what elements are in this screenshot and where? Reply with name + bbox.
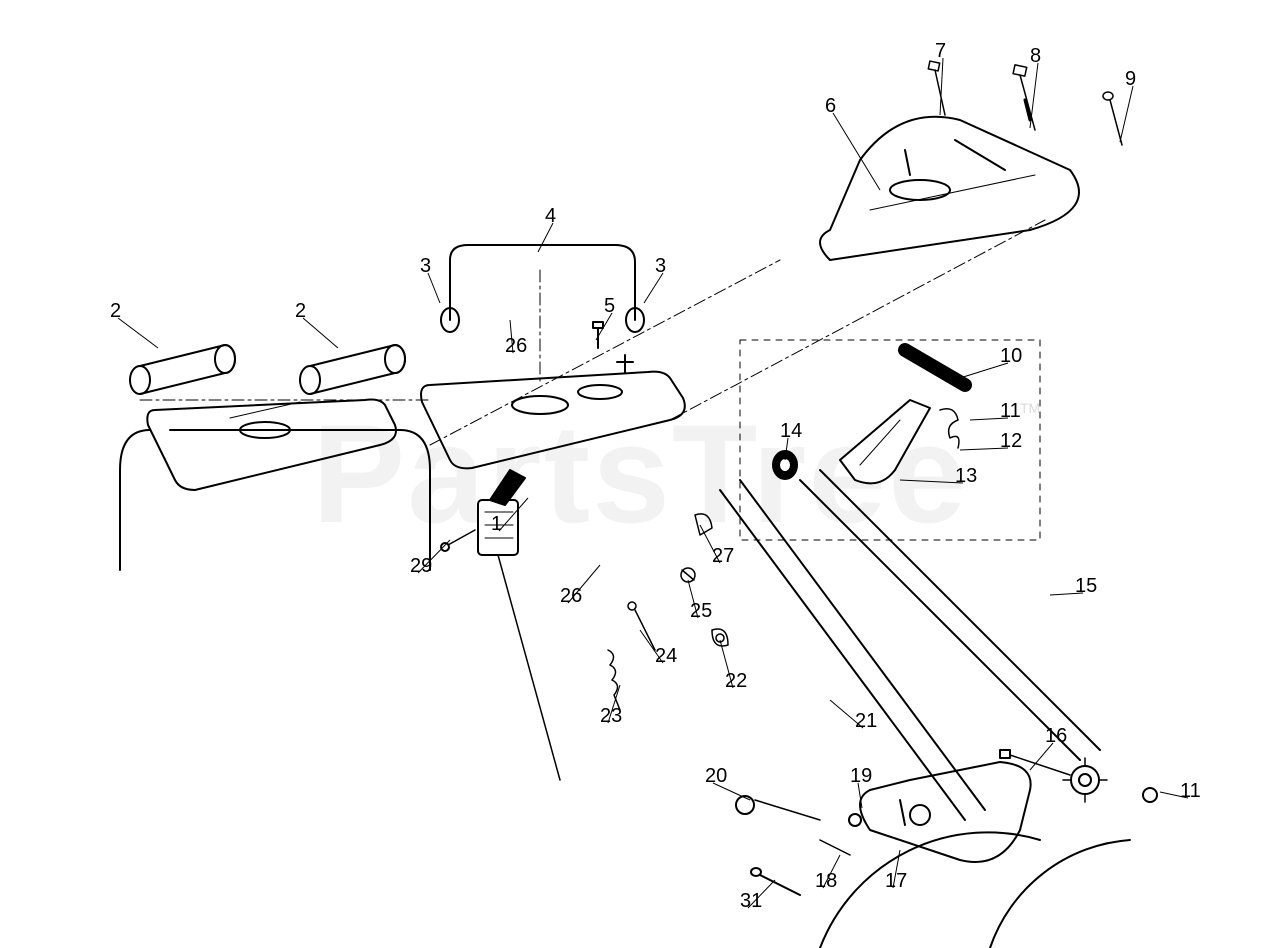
part-upper-right-panel xyxy=(820,117,1079,260)
callout-label: 27 xyxy=(712,545,734,568)
callout-label: 26 xyxy=(505,335,527,358)
callout-label: 23 xyxy=(600,705,622,728)
callout-label: 4 xyxy=(545,205,556,228)
part-grip-right xyxy=(300,345,405,394)
part-lower-handles xyxy=(720,470,1100,820)
parts-diagram-svg xyxy=(0,0,1280,948)
callout-label: 10 xyxy=(1000,345,1022,368)
callout-label: 3 xyxy=(420,255,431,278)
callout-label: 11 xyxy=(1000,400,1021,423)
callout-label: 16 xyxy=(1045,725,1067,748)
callout-label: 31 xyxy=(740,890,762,913)
callout-label: 24 xyxy=(655,645,677,668)
part-bail xyxy=(441,245,644,332)
part-wheels xyxy=(820,832,1130,948)
callout-label: 11 xyxy=(1180,780,1201,803)
callout-label: 12 xyxy=(1000,430,1022,453)
part-bolts-top xyxy=(928,61,1122,145)
callout-label: 5 xyxy=(604,295,615,318)
callout-label: 3 xyxy=(655,255,666,278)
callout-label: 18 xyxy=(815,870,837,893)
callout-label: 15 xyxy=(1075,575,1097,598)
callout-label: 19 xyxy=(850,765,872,788)
callout-label: 14 xyxy=(780,420,802,443)
diagram-stage: PartsTree TM xyxy=(0,0,1280,948)
callout-label: 22 xyxy=(725,670,747,693)
callout-label: 6 xyxy=(825,95,836,118)
callout-label: 17 xyxy=(885,870,907,893)
callout-label: 1 xyxy=(491,513,502,536)
callout-label: 13 xyxy=(955,465,977,488)
callout-label: 2 xyxy=(295,300,306,323)
callout-label: 2 xyxy=(110,300,121,323)
part-grip-left xyxy=(130,345,235,394)
callout-label: 26 xyxy=(560,585,582,608)
callout-label: 7 xyxy=(935,40,946,63)
callout-label: 20 xyxy=(705,765,727,788)
part-center-panel xyxy=(421,322,685,468)
callout-label: 25 xyxy=(690,600,712,623)
part-left-handlebar xyxy=(120,400,430,570)
callout-label: 21 xyxy=(855,710,877,733)
callout-label: 8 xyxy=(1030,45,1041,68)
part-lower-bracket xyxy=(736,750,1157,895)
callout-label: 9 xyxy=(1125,68,1136,91)
callout-label: 29 xyxy=(410,555,432,578)
